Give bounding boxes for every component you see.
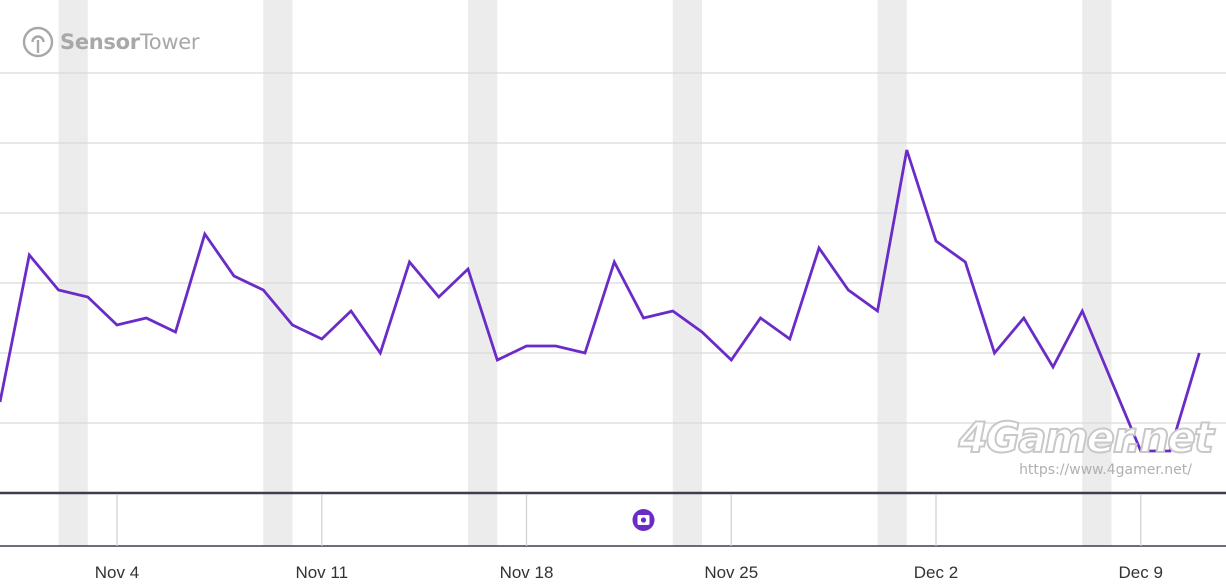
- series-line[interactable]: [0, 149, 1201, 453]
- gridlines: [0, 72, 1226, 424]
- logo-text: SensorTower: [60, 30, 200, 54]
- weekend-band: [1082, 0, 1112, 546]
- weekend-band: [672, 0, 702, 546]
- x-tick-label: Dec 9: [1119, 563, 1163, 582]
- weekend-band: [263, 0, 293, 546]
- x-tick-label: Nov 4: [95, 563, 139, 582]
- x-tick-label: Nov 18: [500, 563, 554, 582]
- watermark-brand: 4Gamer.net: [958, 413, 1215, 462]
- event-marker-icon[interactable]: [632, 509, 655, 531]
- weekend-band: [58, 0, 88, 546]
- watermark: 4Gamer.net https://www.4gamer.net/: [958, 413, 1215, 479]
- event-marker-dot: [640, 517, 647, 523]
- weekend-band: [877, 0, 907, 546]
- weekend-band: [468, 0, 498, 546]
- watermark-url: https://www.4gamer.net/: [1019, 462, 1192, 478]
- x-tick-label: Nov 11: [295, 563, 348, 582]
- x-ticks: Nov 4 Nov 11 Nov 18 Nov 25 Dec 2 Dec 9: [95, 494, 1163, 582]
- sensor-tower-icon: [22, 26, 54, 58]
- x-tick-label: Dec 2: [914, 563, 958, 582]
- weekend-bands: [58, 0, 1112, 546]
- sensor-tower-logo: SensorTower: [22, 26, 199, 58]
- x-tick-label: Nov 25: [704, 563, 758, 582]
